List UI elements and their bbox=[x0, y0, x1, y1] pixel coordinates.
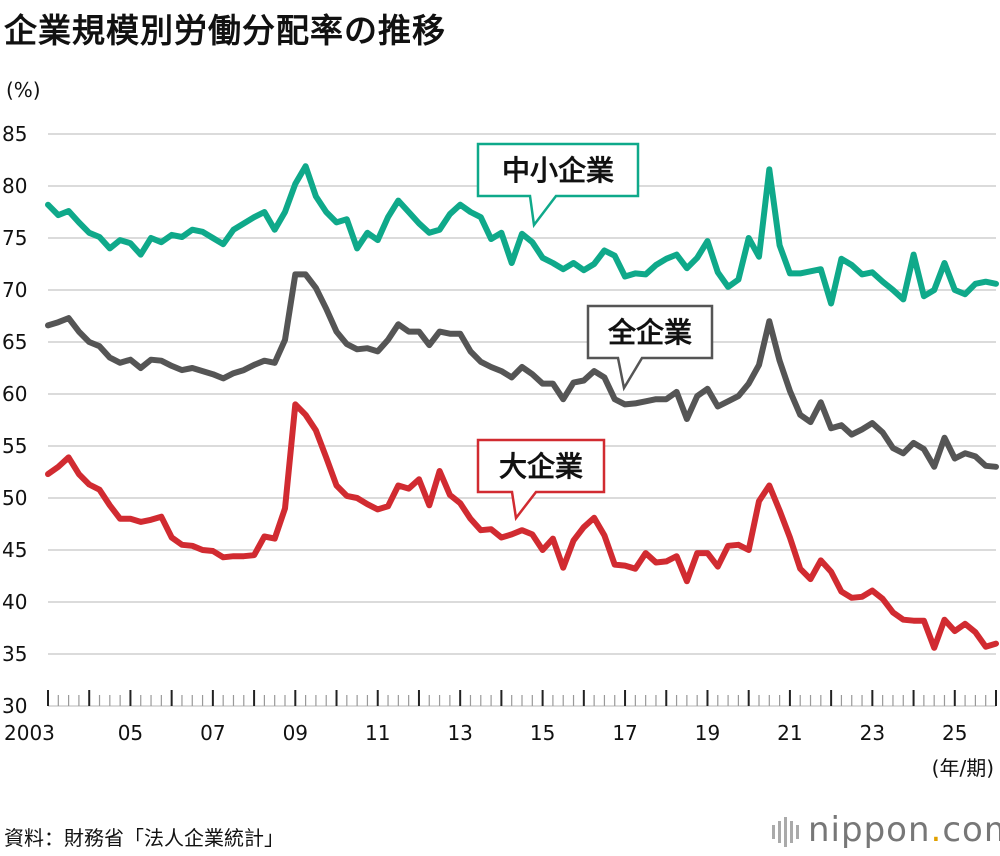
y-tick-label: 65 bbox=[2, 330, 27, 354]
y-tick-label: 70 bbox=[2, 278, 27, 302]
callout-box bbox=[476, 142, 640, 229]
y-axis-unit: (%) bbox=[6, 78, 41, 102]
y-tick-label: 40 bbox=[2, 590, 27, 614]
callout-label: 中小企業 bbox=[502, 154, 614, 187]
nippon-logo[interactable]: nippon.com bbox=[770, 810, 1000, 850]
y-tick-label: 50 bbox=[2, 486, 27, 510]
series-line-all bbox=[45, 271, 999, 470]
y-tick-label: 30 bbox=[2, 694, 27, 718]
gridlines bbox=[48, 133, 996, 707]
callout-label: 大企業 bbox=[499, 450, 583, 483]
y-tick-label: 80 bbox=[2, 174, 27, 198]
x-axis: 2003 05 07 09 11 13 15 17 19 21 23 25 bbox=[4, 690, 997, 745]
x-tick-label: 07 bbox=[200, 721, 225, 745]
y-tick-label: 45 bbox=[2, 538, 27, 562]
line-chart: 30 35 40 45 50 55 60 65 70 75 80 85 2003 05 07 09 11 13 1… bbox=[2, 122, 999, 745]
x-tick-label: 13 bbox=[447, 721, 472, 745]
callout-all: 全企業 bbox=[586, 304, 714, 392]
y-tick-label: 75 bbox=[2, 226, 27, 250]
callout-box bbox=[476, 438, 606, 522]
y-tick-labels: 30 35 40 45 50 55 60 65 70 75 80 85 bbox=[2, 122, 27, 718]
series-line-large bbox=[45, 401, 999, 651]
callout-sme: 中小企業 bbox=[476, 142, 640, 229]
x-axis-unit: (年/期) bbox=[931, 756, 994, 780]
y-tick-label: 85 bbox=[2, 122, 27, 146]
y-tick-label: 60 bbox=[2, 382, 27, 406]
x-tick-label: 23 bbox=[860, 721, 885, 745]
x-tick-label: 25 bbox=[942, 721, 967, 745]
series-line-sme bbox=[45, 163, 999, 307]
y-tick-label: 35 bbox=[2, 642, 27, 666]
x-tick-label: 2003 bbox=[4, 721, 55, 745]
source-note: 資料：財務省「法人企業統計」 bbox=[4, 826, 284, 850]
x-tick-label: 21 bbox=[777, 721, 802, 745]
logo-bars-icon bbox=[772, 816, 799, 847]
callout-large: 大企業 bbox=[476, 438, 606, 522]
y-tick-label: 55 bbox=[2, 434, 27, 458]
callout-label: 全企業 bbox=[607, 316, 692, 349]
logo-suffix: com bbox=[942, 810, 1000, 850]
chart-title: 企業規模別労働分配率の推移 bbox=[4, 11, 446, 50]
x-tick-label: 09 bbox=[283, 721, 308, 745]
series-lines bbox=[45, 163, 999, 651]
x-tick-label: 19 bbox=[695, 721, 720, 745]
x-tick-label: 05 bbox=[118, 721, 143, 745]
logo-name: nippon bbox=[808, 810, 931, 850]
x-tick-label: 15 bbox=[530, 721, 555, 745]
x-tick-label: 17 bbox=[612, 721, 637, 745]
callout-box bbox=[586, 304, 714, 392]
logo-dot: . bbox=[930, 810, 943, 850]
x-tick-label: 11 bbox=[365, 721, 390, 745]
